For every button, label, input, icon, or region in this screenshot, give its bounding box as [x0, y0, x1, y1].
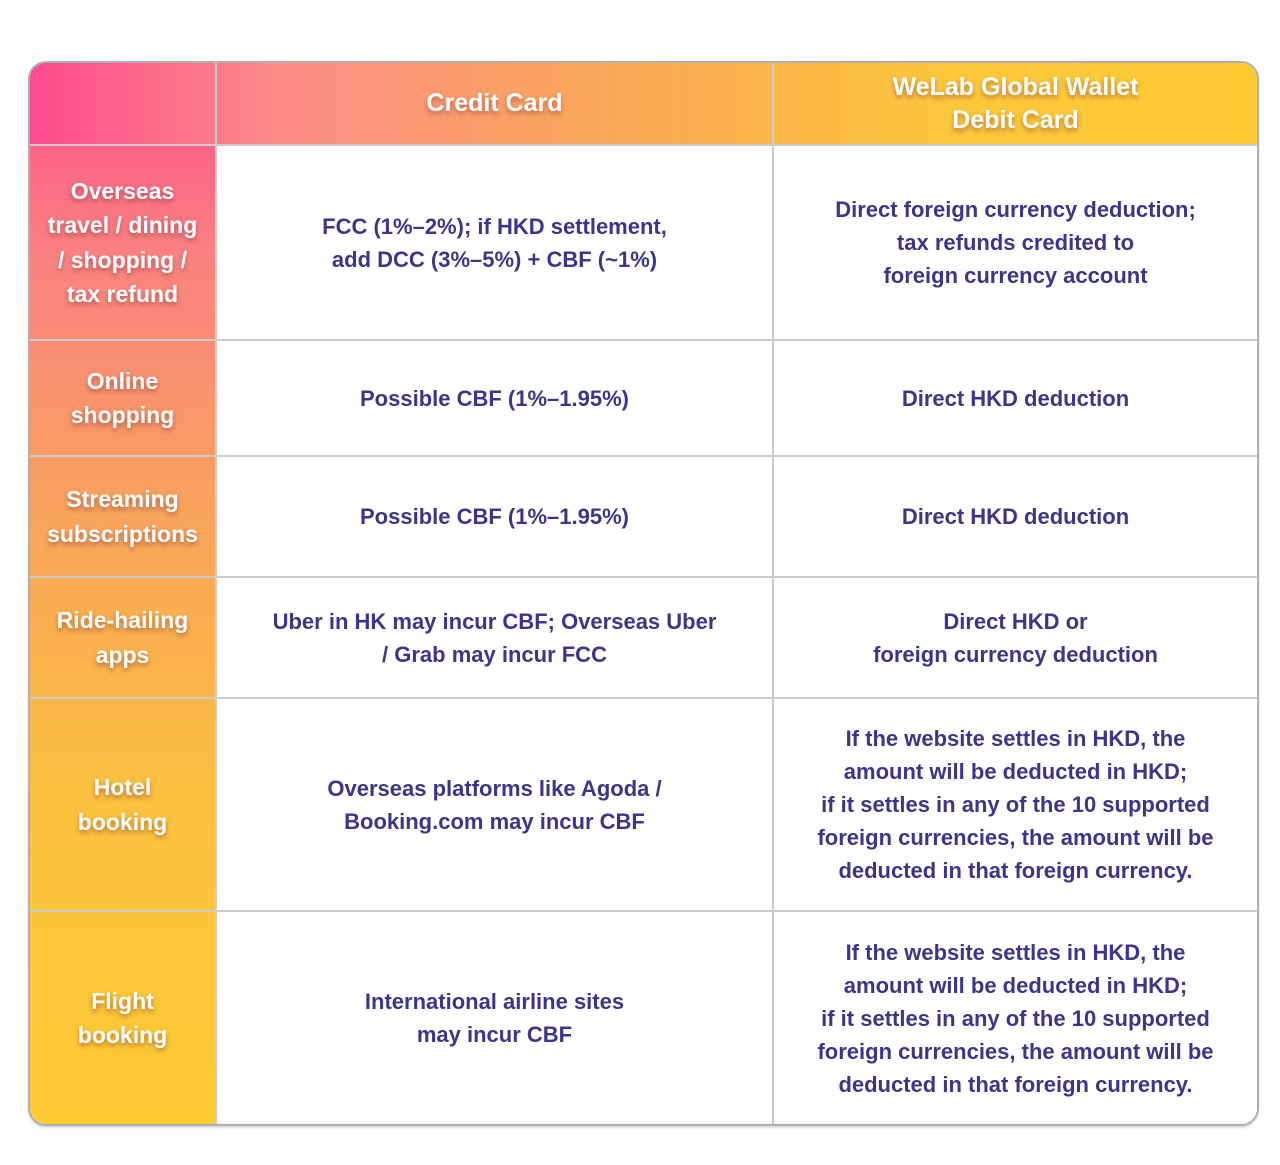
credit-card-column-header: Credit Card	[217, 63, 774, 146]
debit-card-cell: If the website settles in HKD, the amoun…	[774, 699, 1257, 912]
credit-card-cell: International airline sites may incur CB…	[217, 912, 774, 1124]
label-column-gradient	[30, 63, 217, 1124]
corner-header-cell	[30, 63, 217, 146]
row-label-online-shopping: Online shopping	[30, 341, 217, 457]
row-label-overseas-travel: Overseas travel / dining / shopping / ta…	[30, 146, 217, 341]
table-grid: Credit Card WeLab Global Wallet Debit Ca…	[30, 63, 1257, 1124]
credit-card-cell: Possible CBF (1%–1.95%)	[217, 341, 774, 457]
debit-card-cell: Direct foreign currency deduction; tax r…	[774, 146, 1257, 341]
debit-card-column-header: WeLab Global Wallet Debit Card	[774, 63, 1257, 146]
credit-card-cell: Possible CBF (1%–1.95%)	[217, 457, 774, 578]
header-row-gradient	[30, 63, 1257, 146]
row-label-flight-booking: Flight booking	[30, 912, 217, 1124]
row-label-ride-hailing-apps: Ride-hailing apps	[30, 578, 217, 699]
credit-card-cell: FCC (1%–2%); if HKD settlement, add DCC …	[217, 146, 774, 341]
debit-card-cell: Direct HKD deduction	[774, 457, 1257, 578]
credit-card-cell: Uber in HK may incur CBF; Overseas Uber …	[217, 578, 774, 699]
debit-card-cell: Direct HKD or foreign currency deduction	[774, 578, 1257, 699]
credit-card-cell: Overseas platforms like Agoda / Booking.…	[217, 699, 774, 912]
row-label-hotel-booking: Hotel booking	[30, 699, 217, 912]
debit-card-cell: If the website settles in HKD, the amoun…	[774, 912, 1257, 1124]
row-label-streaming-subscriptions: Streaming subscriptions	[30, 457, 217, 578]
debit-card-cell: Direct HKD deduction	[774, 341, 1257, 457]
comparison-table: Credit Card WeLab Global Wallet Debit Ca…	[28, 61, 1259, 1126]
